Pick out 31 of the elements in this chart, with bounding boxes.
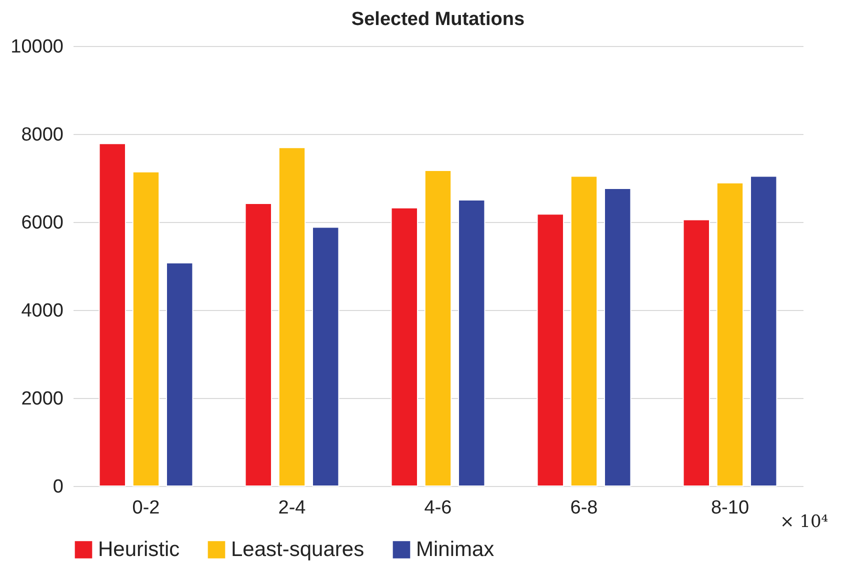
bar xyxy=(390,207,418,486)
bar xyxy=(716,182,744,486)
legend-label: Heuristic xyxy=(98,538,180,561)
y-tick-label: 8000 xyxy=(21,124,64,146)
y-tick-label: 0 xyxy=(52,476,64,498)
x-tick-label: 2-4 xyxy=(278,498,306,518)
y-tick-label: 2000 xyxy=(21,388,64,410)
text: × 10⁴ xyxy=(780,512,828,532)
bar xyxy=(570,176,598,486)
bar xyxy=(166,262,194,486)
bar xyxy=(132,171,160,486)
y-tick-label: 6000 xyxy=(21,212,64,234)
bar xyxy=(536,214,564,486)
bar xyxy=(278,147,306,486)
bar xyxy=(98,143,126,486)
legend-label: Least-squares xyxy=(231,538,364,561)
x-tick-label: 8-10 xyxy=(710,498,750,518)
legend-label: Minimax xyxy=(416,538,495,561)
bar xyxy=(458,200,486,486)
bar xyxy=(604,188,632,486)
x-tick-label: 0-2 xyxy=(132,498,160,518)
chart-title: Selected Mutations xyxy=(351,9,525,30)
x-tick-label: 6-8 xyxy=(570,498,598,518)
bar xyxy=(750,176,778,486)
bar xyxy=(312,226,340,486)
y-tick-label: 10000 xyxy=(10,36,64,58)
y-tick-label: 4000 xyxy=(21,300,64,322)
bar xyxy=(424,170,452,486)
bar xyxy=(682,219,710,486)
bar xyxy=(244,203,272,486)
x-tick-label: 4-6 xyxy=(424,498,452,518)
